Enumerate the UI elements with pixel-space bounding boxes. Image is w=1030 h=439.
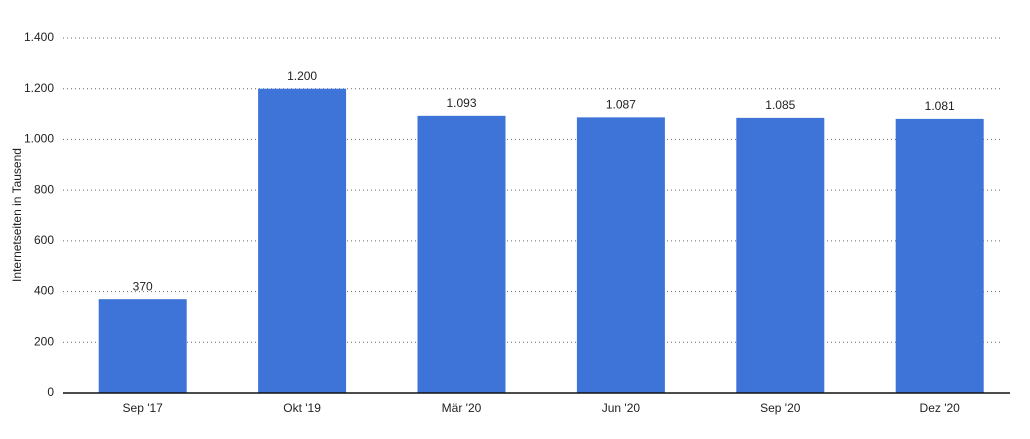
value-label: 370: [133, 279, 153, 293]
bar: [98, 299, 187, 393]
y-tick-label: 600: [34, 233, 54, 247]
x-tick-label: Sep '17: [123, 401, 164, 415]
x-tick-label: Jun '20: [602, 401, 641, 415]
y-tick-label: 200: [34, 334, 54, 348]
y-tick-label: 400: [34, 284, 54, 298]
x-tick-label: Dez '20: [920, 401, 961, 415]
bar: [417, 115, 506, 393]
bar: [576, 117, 665, 393]
value-label: 1.200: [287, 69, 317, 83]
value-label: 1.087: [606, 98, 636, 112]
bar: [895, 118, 984, 393]
bar: [258, 88, 347, 393]
bar: [736, 117, 825, 393]
x-tick-label: Sep '20: [760, 401, 801, 415]
value-label: 1.085: [765, 98, 795, 112]
y-tick-label: 800: [34, 182, 54, 196]
y-axis-label: Internetseiten in Tausend: [10, 148, 24, 282]
y-tick-label: 1.200: [24, 81, 54, 95]
value-label: 1.093: [446, 96, 476, 110]
x-tick-label: Mär '20: [442, 401, 482, 415]
y-tick-label: 1.000: [24, 132, 54, 146]
x-tick-label: Okt '19: [283, 401, 321, 415]
y-tick-label: 1.400: [24, 30, 54, 44]
y-tick-label: 0: [47, 385, 54, 399]
value-label: 1.081: [925, 99, 955, 113]
